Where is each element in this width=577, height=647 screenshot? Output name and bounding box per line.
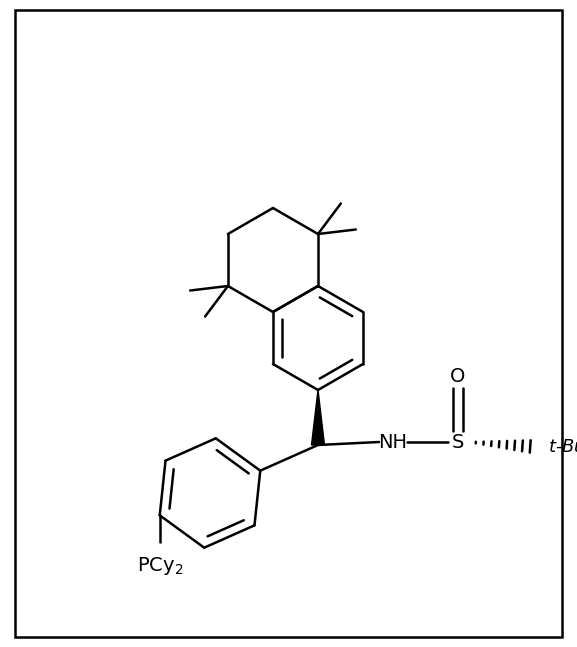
Text: PCy$_2$: PCy$_2$ xyxy=(137,555,183,577)
Text: $t$-Bu: $t$-Bu xyxy=(548,438,577,456)
Text: O: O xyxy=(450,367,466,386)
Text: S: S xyxy=(452,432,464,452)
Text: NH: NH xyxy=(379,432,407,452)
Polygon shape xyxy=(312,390,324,445)
